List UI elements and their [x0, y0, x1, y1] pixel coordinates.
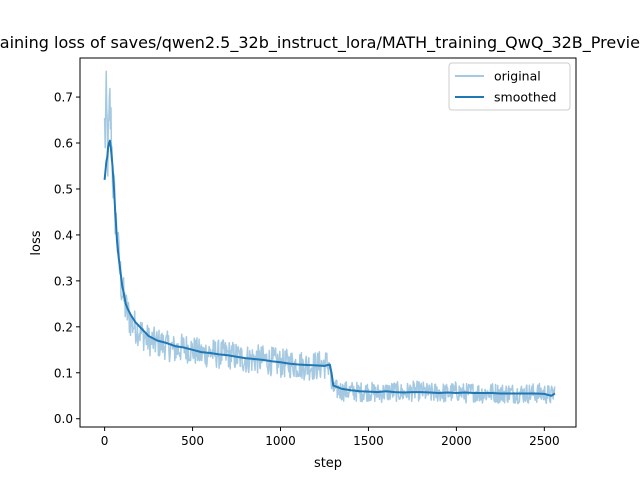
- y-axis-ticks: 0.0 0.1 0.2 0.3 0.4 0.5 0.6 0.7: [54, 91, 80, 426]
- x-axis-ticks: 0 500 1000 1500 2000 2500: [101, 427, 560, 448]
- x-tick-label-0: 0: [101, 434, 109, 448]
- x-tick-label-1000: 1000: [265, 434, 296, 448]
- y-tick-label-0.5: 0.5: [54, 182, 73, 196]
- y-tick-label-0.3: 0.3: [54, 274, 73, 288]
- legend: original smoothed: [448, 62, 571, 111]
- plot-frame: [79, 57, 577, 428]
- y-tick-label-0.6: 0.6: [54, 137, 73, 151]
- x-tick-label-1500: 1500: [353, 434, 384, 448]
- chart-title: training loss of saves/qwen2.5_32b_instr…: [0, 33, 640, 53]
- series-line-smoothed: [103, 139, 556, 397]
- x-tick-label-500: 500: [181, 434, 204, 448]
- legend-entry-smoothed: smoothed: [494, 90, 556, 105]
- x-axis-label: step: [314, 456, 342, 471]
- y-tick-label-0.7: 0.7: [54, 91, 73, 105]
- y-tick-label-0.4: 0.4: [54, 228, 73, 242]
- x-tick-label-2000: 2000: [441, 434, 472, 448]
- legend-entry-original: original: [494, 69, 541, 84]
- x-tick-label-2500: 2500: [529, 434, 560, 448]
- y-tick-label-0.1: 0.1: [54, 366, 73, 380]
- legend-box: [448, 62, 571, 111]
- y-tick-label-0.2: 0.2: [54, 320, 73, 334]
- series-layer: [103, 70, 556, 405]
- y-tick-label-0.0: 0.0: [54, 412, 73, 426]
- y-axis-label: loss: [29, 230, 44, 255]
